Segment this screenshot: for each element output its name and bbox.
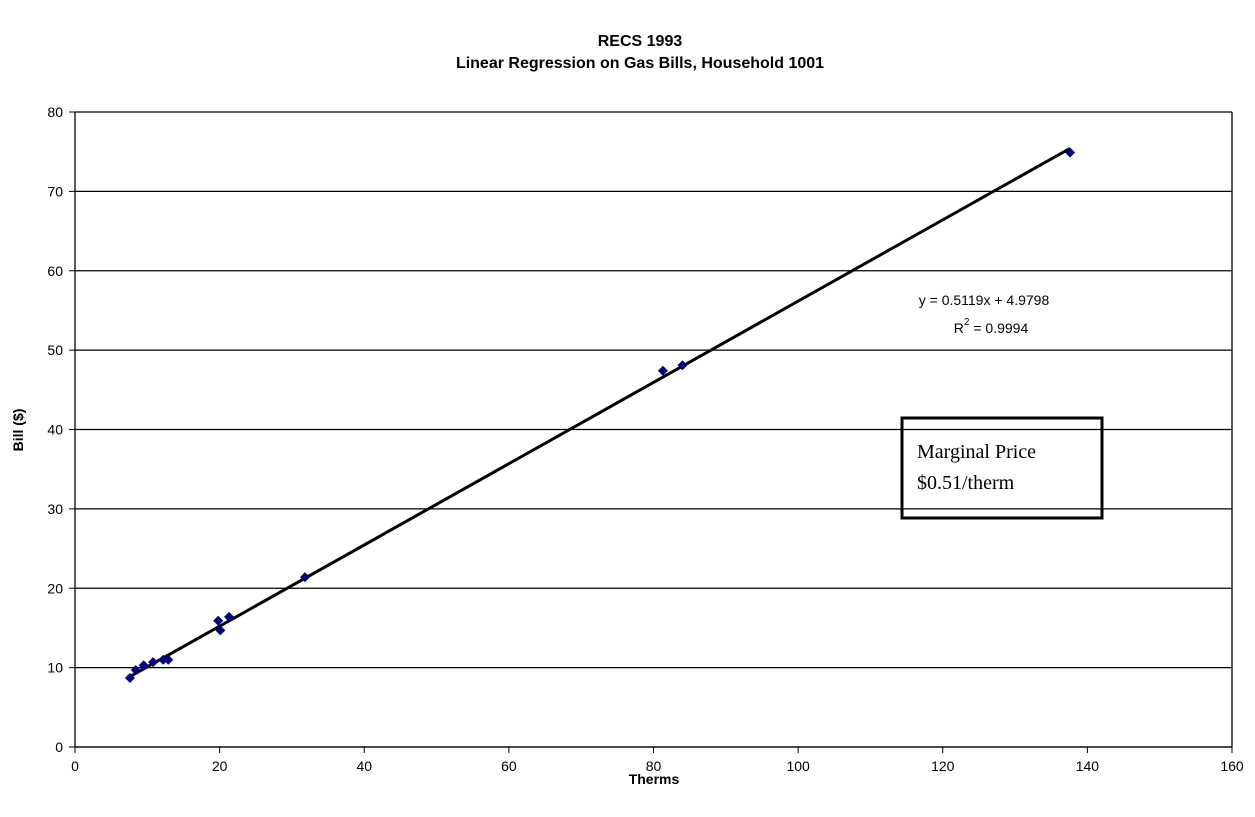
data-point bbox=[657, 365, 668, 376]
y-tick-label: 40 bbox=[47, 422, 63, 438]
y-tick-label: 80 bbox=[47, 104, 63, 120]
chart-title: RECS 1993 bbox=[598, 33, 683, 50]
annotation-line: Marginal Price bbox=[917, 441, 1036, 463]
data-point bbox=[1065, 147, 1076, 158]
x-tick-label: 60 bbox=[501, 758, 517, 774]
data-point bbox=[163, 654, 174, 665]
data-point bbox=[138, 660, 149, 671]
y-tick-label: 60 bbox=[47, 263, 63, 279]
y-axis-label: Bill ($) bbox=[10, 409, 26, 452]
annotation-line: $0.51/therm bbox=[917, 472, 1015, 494]
x-tick-label: 80 bbox=[646, 758, 662, 774]
x-tick-label: 120 bbox=[931, 758, 955, 774]
data-point bbox=[148, 657, 159, 668]
x-tick-label: 20 bbox=[212, 758, 228, 774]
data-point bbox=[213, 615, 224, 626]
y-tick-label: 70 bbox=[47, 183, 63, 199]
x-axis-label: Therms bbox=[629, 771, 680, 787]
x-tick-label: 160 bbox=[1220, 758, 1244, 774]
trend-line bbox=[129, 147, 1071, 678]
data-point bbox=[677, 360, 688, 371]
data-point bbox=[124, 672, 135, 683]
r-squared: R2 = 0.9994 bbox=[954, 317, 1029, 336]
data-point bbox=[158, 654, 169, 665]
annotation-box bbox=[900, 416, 1104, 520]
r-squared-symbol: R bbox=[954, 320, 964, 336]
x-tick-label: 140 bbox=[1076, 758, 1100, 774]
trend-equation: y = 0.5119x + 4.9798 bbox=[919, 292, 1050, 308]
y-tick-label: 50 bbox=[47, 342, 63, 358]
data-point bbox=[215, 625, 226, 636]
r-squared-exponent: 2 bbox=[964, 317, 970, 328]
data-point bbox=[130, 665, 141, 676]
y-tick-label: 0 bbox=[55, 739, 63, 755]
data-point bbox=[299, 572, 310, 583]
chart-subtitle: Linear Regression on Gas Bills, Househol… bbox=[456, 55, 824, 72]
x-tick-label: 40 bbox=[356, 758, 372, 774]
x-tick-label: 100 bbox=[786, 758, 810, 774]
y-tick-label: 10 bbox=[47, 660, 63, 676]
y-tick-label: 30 bbox=[47, 501, 63, 517]
y-tick-label: 20 bbox=[47, 580, 63, 596]
r-squared-value: = 0.9994 bbox=[969, 320, 1028, 336]
x-tick-label: 0 bbox=[71, 758, 79, 774]
data-point bbox=[224, 611, 235, 622]
